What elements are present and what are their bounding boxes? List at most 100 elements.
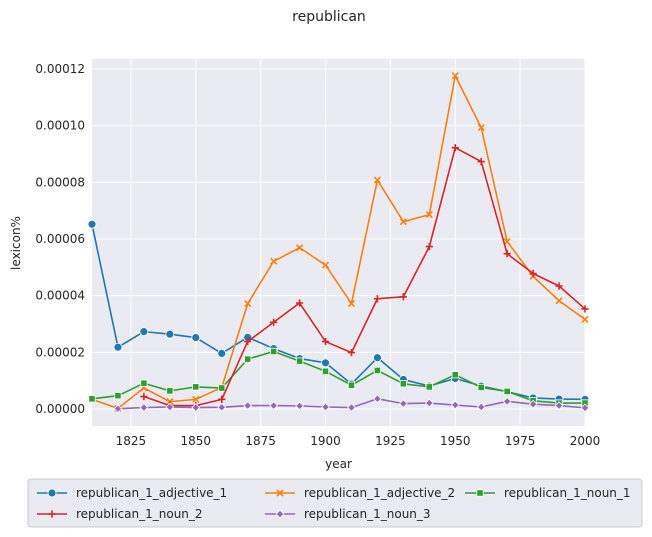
data-point	[555, 297, 563, 305]
y-tick-label: 0.00012	[35, 62, 85, 76]
legend: republican_1_adjective_1 republican_1_adj…	[27, 478, 643, 528]
legend-item: republican_1_adjective_2	[265, 486, 455, 500]
data-point	[581, 305, 589, 313]
data-point	[270, 257, 278, 265]
data-point	[347, 300, 356, 308]
plot-area	[92, 59, 585, 426]
legend-label: republican_1_noun_3	[304, 507, 431, 521]
data-point	[373, 366, 382, 375]
x-axis-ticks: 1825 1850 1875 1900 1925 1950 1975 2000	[116, 434, 601, 448]
data-point	[295, 401, 304, 411]
data-point	[87, 219, 97, 229]
data-point	[321, 367, 330, 375]
data-point	[114, 392, 122, 400]
data-point	[477, 157, 485, 166]
series-republican_1_noun_3	[113, 394, 590, 414]
data-point	[424, 398, 434, 408]
data-point	[191, 333, 201, 342]
data-point	[166, 387, 174, 395]
data-point	[140, 392, 148, 401]
data-point	[244, 300, 252, 308]
legend-item: republican_1_noun_2	[37, 507, 203, 521]
x-axis-label: year	[325, 457, 352, 471]
data-point	[580, 403, 590, 413]
data-point	[347, 381, 356, 389]
data-point	[555, 282, 563, 290]
legend-marker	[476, 489, 484, 497]
data-point	[321, 358, 330, 368]
series-layer	[87, 72, 590, 414]
data-point	[554, 401, 564, 410]
y-tick-label: 0.00000	[35, 402, 85, 416]
data-point	[373, 295, 382, 303]
x-tick-label: 1925	[375, 434, 406, 448]
data-point	[425, 211, 433, 219]
data-point	[425, 383, 433, 391]
data-point	[295, 299, 304, 307]
legend-label: republican_1_noun_2	[76, 507, 203, 521]
data-point	[244, 355, 252, 363]
data-point	[269, 401, 278, 410]
data-point	[321, 402, 330, 412]
data-point	[192, 383, 200, 391]
data-point	[191, 403, 201, 412]
legend-marker	[276, 489, 284, 497]
data-point	[113, 342, 123, 352]
data-point	[321, 337, 330, 346]
data-point	[347, 349, 356, 357]
data-point	[165, 329, 175, 339]
legend-item: republican_1_noun_3	[265, 507, 431, 521]
x-tick-label: 1950	[440, 434, 471, 448]
data-point	[165, 402, 175, 412]
data-point	[399, 380, 407, 388]
series-line	[91, 350, 585, 404]
y-tick-label: 0.00010	[35, 119, 85, 133]
data-point	[218, 395, 226, 403]
legend-marker	[48, 510, 56, 518]
series-republican_1_noun_2	[140, 144, 589, 410]
legend-marker	[47, 488, 57, 498]
data-point	[321, 261, 330, 269]
y-tick-label: 0.00004	[35, 289, 85, 303]
data-point	[192, 395, 200, 403]
x-tick-label: 1975	[505, 434, 536, 448]
legend-marker	[275, 509, 285, 519]
x-tick-label: 1850	[181, 434, 212, 448]
x-tick-label: 1900	[310, 434, 341, 448]
data-point	[451, 72, 459, 80]
data-point	[451, 144, 459, 152]
y-tick-label: 0.00008	[35, 175, 85, 189]
data-point	[581, 315, 589, 324]
data-point	[295, 357, 304, 365]
data-point	[529, 269, 537, 278]
gridlines	[92, 59, 586, 426]
data-point	[477, 124, 485, 132]
data-point	[217, 402, 227, 412]
data-point	[477, 383, 485, 392]
y-tick-label: 0.00006	[35, 232, 85, 246]
data-point	[450, 400, 460, 410]
data-point	[373, 176, 381, 184]
legend-label: republican_1_adjective_2	[304, 486, 455, 500]
x-tick-label: 2000	[570, 434, 601, 448]
data-point	[347, 403, 356, 412]
data-point	[113, 404, 123, 414]
series-republican_1_noun_1	[88, 347, 589, 407]
legend-item: republican_1_adjective_1	[37, 486, 227, 500]
data-point	[425, 243, 433, 251]
y-tick-label: 0.00002	[35, 345, 85, 359]
y-axis-label: lexicon%	[9, 216, 23, 270]
data-point	[243, 401, 253, 410]
y-axis-ticks: 0.00000 0.00002 0.00004 0.00006 0.00008 0.000…	[35, 62, 85, 416]
data-point	[270, 347, 278, 356]
data-point	[503, 387, 511, 396]
data-point	[502, 396, 512, 406]
data-point	[244, 337, 252, 346]
data-point	[139, 403, 149, 412]
data-point	[270, 318, 278, 326]
data-point	[139, 327, 149, 337]
data-point	[166, 398, 174, 406]
legend-label: republican_1_noun_1	[504, 486, 631, 500]
x-tick-label: 1875	[245, 434, 276, 448]
data-point	[373, 394, 382, 404]
